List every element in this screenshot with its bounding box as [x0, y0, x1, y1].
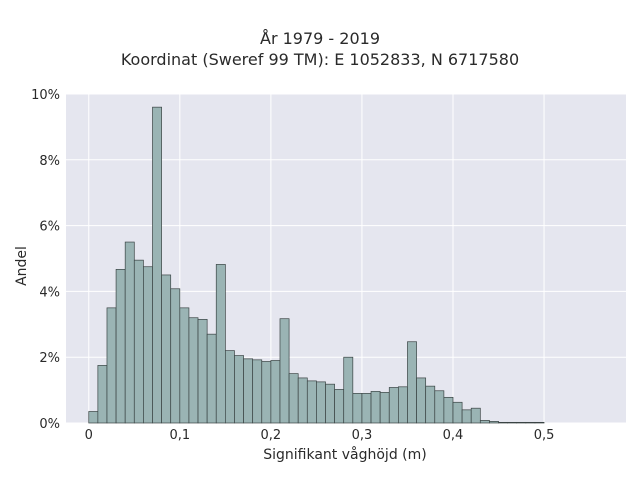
y-tick-label: 6% — [39, 220, 60, 235]
histogram-bar — [343, 356, 354, 424]
histogram-bar — [243, 358, 254, 424]
histogram-bar — [152, 106, 162, 424]
y-tick-label: 2% — [39, 351, 60, 366]
histogram-bar — [361, 393, 372, 424]
histogram-bar — [461, 409, 472, 424]
histogram-bar — [206, 333, 217, 424]
histogram-bar — [434, 390, 445, 424]
histogram-bar — [234, 355, 244, 424]
histogram-bar — [498, 421, 508, 424]
histogram-bar — [88, 411, 99, 424]
histogram-bar — [507, 421, 518, 424]
y-tick-label: 0% — [39, 417, 60, 432]
histogram-bar — [143, 266, 153, 424]
histogram-bar — [479, 420, 490, 424]
histogram-bar — [106, 307, 117, 424]
histogram-bar — [270, 360, 281, 424]
histogram-bar — [179, 307, 190, 424]
y-tick-label: 4% — [39, 285, 60, 300]
histogram-bar — [161, 274, 172, 424]
histogram-bar — [170, 288, 181, 424]
histogram-bar — [115, 269, 126, 424]
histogram-bar — [470, 407, 481, 424]
x-tick-label: 0,1 — [169, 428, 190, 443]
histogram-bar — [325, 383, 335, 424]
x-tick-label: 0 — [85, 428, 93, 443]
histogram-bar — [306, 380, 317, 424]
tick-labels: 0 0,1 0,2 0,3 0,4 0,5 0% 2% 4% 6% 8% 10% — [31, 88, 554, 443]
chart-subtitle: Koordinat (Sweref 99 TM): E 1052833, N 6… — [120, 50, 520, 69]
x-tick-label: 0,5 — [534, 428, 555, 443]
histogram-bar — [416, 377, 427, 424]
y-tick-label: 8% — [39, 154, 60, 169]
histogram-bar — [261, 361, 272, 424]
y-tick-label: 10% — [31, 88, 60, 103]
histogram-bar — [124, 241, 135, 424]
histogram-bar — [252, 359, 263, 424]
histogram-bar — [297, 377, 308, 424]
histogram-bar — [425, 385, 436, 424]
x-axis-label: Signifikant våghöjd (m) — [263, 447, 427, 463]
histogram-bar — [279, 318, 290, 424]
histogram-bar — [370, 391, 381, 424]
histogram-bar — [224, 350, 235, 424]
histogram-bar — [197, 319, 208, 424]
bars — [88, 106, 545, 424]
histogram-bar — [288, 373, 299, 424]
histogram-bar — [443, 396, 454, 424]
histogram-bar — [188, 317, 199, 424]
y-axis-label: Andel — [14, 246, 30, 286]
histogram-bar — [452, 401, 463, 424]
histogram-bar — [407, 341, 417, 424]
histogram-bar — [379, 392, 390, 424]
x-tick-label: 0,2 — [261, 428, 282, 443]
histogram-bar — [534, 421, 545, 424]
histogram-bar — [352, 393, 363, 424]
histogram-bar — [525, 421, 536, 424]
histogram-bar — [133, 259, 144, 424]
histogram-bar — [388, 387, 399, 424]
histogram-bar — [489, 421, 499, 424]
histogram-bar — [398, 386, 408, 424]
histogram-bar — [316, 381, 326, 424]
histogram-bar — [516, 421, 527, 424]
histogram-bar — [215, 264, 226, 424]
histogram-bar — [97, 365, 108, 424]
x-tick-label: 0,4 — [443, 428, 464, 443]
histogram-bar — [334, 389, 345, 424]
chart-title: År 1979 - 2019 — [260, 29, 380, 48]
x-tick-label: 0,3 — [352, 428, 373, 443]
